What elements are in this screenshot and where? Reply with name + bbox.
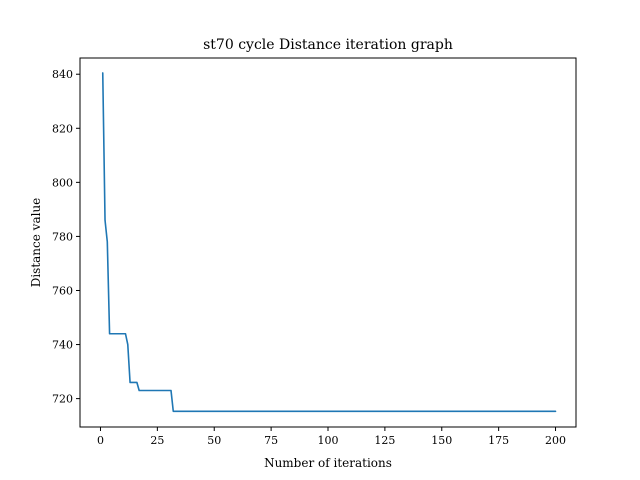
y-tick-label: 780 [52, 230, 73, 243]
y-tick-label: 820 [52, 122, 73, 135]
x-tick-label: 200 [545, 434, 566, 447]
y-tick-label: 740 [52, 339, 73, 352]
y-tick-label: 840 [52, 68, 73, 81]
x-axis-label: Number of iterations [264, 456, 392, 470]
x-tick-label: 50 [207, 434, 221, 447]
y-tick-label: 800 [52, 176, 73, 189]
y-tick-label: 760 [52, 284, 73, 297]
y-axis-label: Distance value [29, 198, 43, 288]
axis-ticks: 0 25 50 75 100 125 150 175 200 720 740 760 780 800 820… [52, 68, 566, 447]
x-tick-label: 150 [431, 434, 452, 447]
plot-area-frame [79, 57, 577, 428]
x-tick-label: 125 [374, 434, 395, 447]
series-line-distance [101, 72, 557, 413]
x-tick-label: 175 [488, 434, 509, 447]
x-tick-label: 75 [264, 434, 278, 447]
y-tick-label: 720 [52, 393, 73, 406]
x-tick-label: 25 [150, 434, 164, 447]
chart-title: st70 cycle Distance iteration graph [203, 37, 453, 53]
x-tick-label: 100 [318, 434, 339, 447]
x-tick-label: 0 [97, 434, 104, 447]
